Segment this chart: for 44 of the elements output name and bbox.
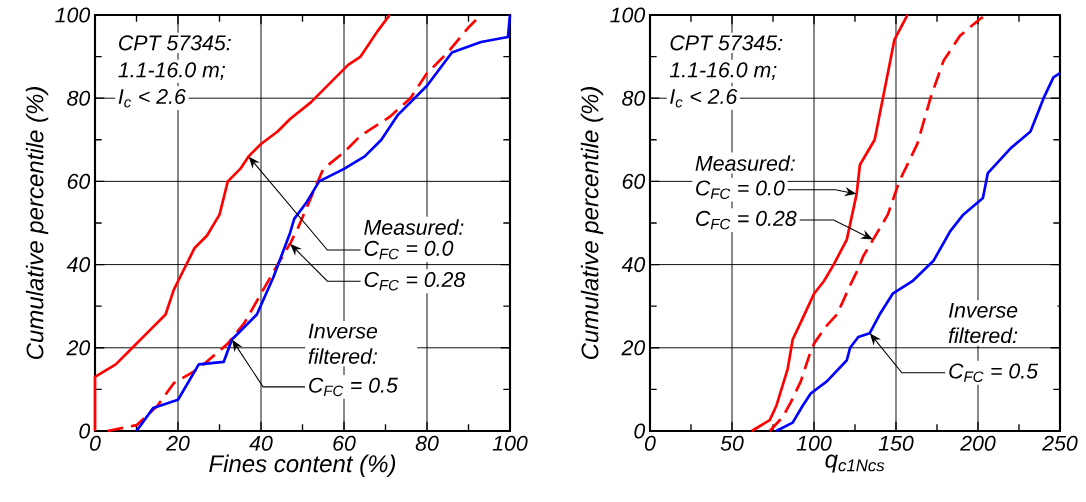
x-tick-label: 0 <box>644 435 656 451</box>
annotation: 1.1-16.0 m; <box>118 62 226 80</box>
annotation: CPT 57345: <box>119 35 231 51</box>
y-tick-label: 0 <box>634 423 646 439</box>
annotation: 1.1-16.0 m; <box>669 62 777 80</box>
x-tick-label: 100 <box>492 435 528 451</box>
y-axis-title: Cumulative percentile (%) <box>580 87 604 360</box>
y-tick-label: 40 <box>621 257 646 273</box>
y-tick-label: 40 <box>66 257 91 273</box>
x-tick-label: 40 <box>249 435 273 451</box>
x-tick-label: 20 <box>166 435 190 451</box>
y-tick-label: 60 <box>622 173 646 189</box>
annotation: Inverse filtered: <box>308 323 378 364</box>
annotation: C$_{FC}$ = 0.28 <box>364 271 466 291</box>
x-axis-title: q$_{c1Ncs}$ <box>825 454 885 473</box>
y-tick-label: 80 <box>622 90 646 106</box>
y-tick-label: 0 <box>79 423 91 439</box>
annotation: I$_{c}$ < 2.6 <box>118 88 186 108</box>
annotation: C$_{FC}$ = 0.5 <box>949 363 1039 382</box>
annotation: C$_{FC}$ = 0.5 <box>309 377 398 397</box>
x-tick-label: 60 <box>333 435 356 451</box>
x-axis-title: Fines content (%) <box>209 454 396 477</box>
y-tick-label: 100 <box>55 7 91 23</box>
annotation: Measured: <box>695 155 795 171</box>
annotation: CPT 57345: <box>670 35 783 51</box>
x-tick-label: 200 <box>960 435 996 451</box>
annotation: C$_{FC}$ = 0.0 <box>696 180 785 199</box>
annotation: Measured: <box>364 219 464 235</box>
annotation: I$_{c}$ < 2.6 <box>670 88 738 108</box>
x-tick-label: 150 <box>878 435 914 451</box>
x-tick-label: 0 <box>90 435 101 451</box>
y-tick-label: 80 <box>67 90 91 106</box>
y-tick-label: 20 <box>66 340 91 356</box>
y-tick-label: 20 <box>621 340 646 356</box>
annotation: Inverse filtered: <box>948 302 1018 344</box>
x-tick-label: 50 <box>720 435 744 451</box>
annotation: C$_{FC}$ = 0.0 <box>364 240 454 260</box>
y-axis-title: Cumulative percentile (%) <box>25 87 49 360</box>
x-tick-label: 250 <box>1042 435 1078 451</box>
annotation: C$_{FC}$ = 0.28 <box>696 210 797 230</box>
y-tick-label: 100 <box>610 7 646 23</box>
y-tick-label: 60 <box>67 173 91 189</box>
x-tick-label: 80 <box>415 435 439 451</box>
x-tick-label: 100 <box>796 435 832 451</box>
